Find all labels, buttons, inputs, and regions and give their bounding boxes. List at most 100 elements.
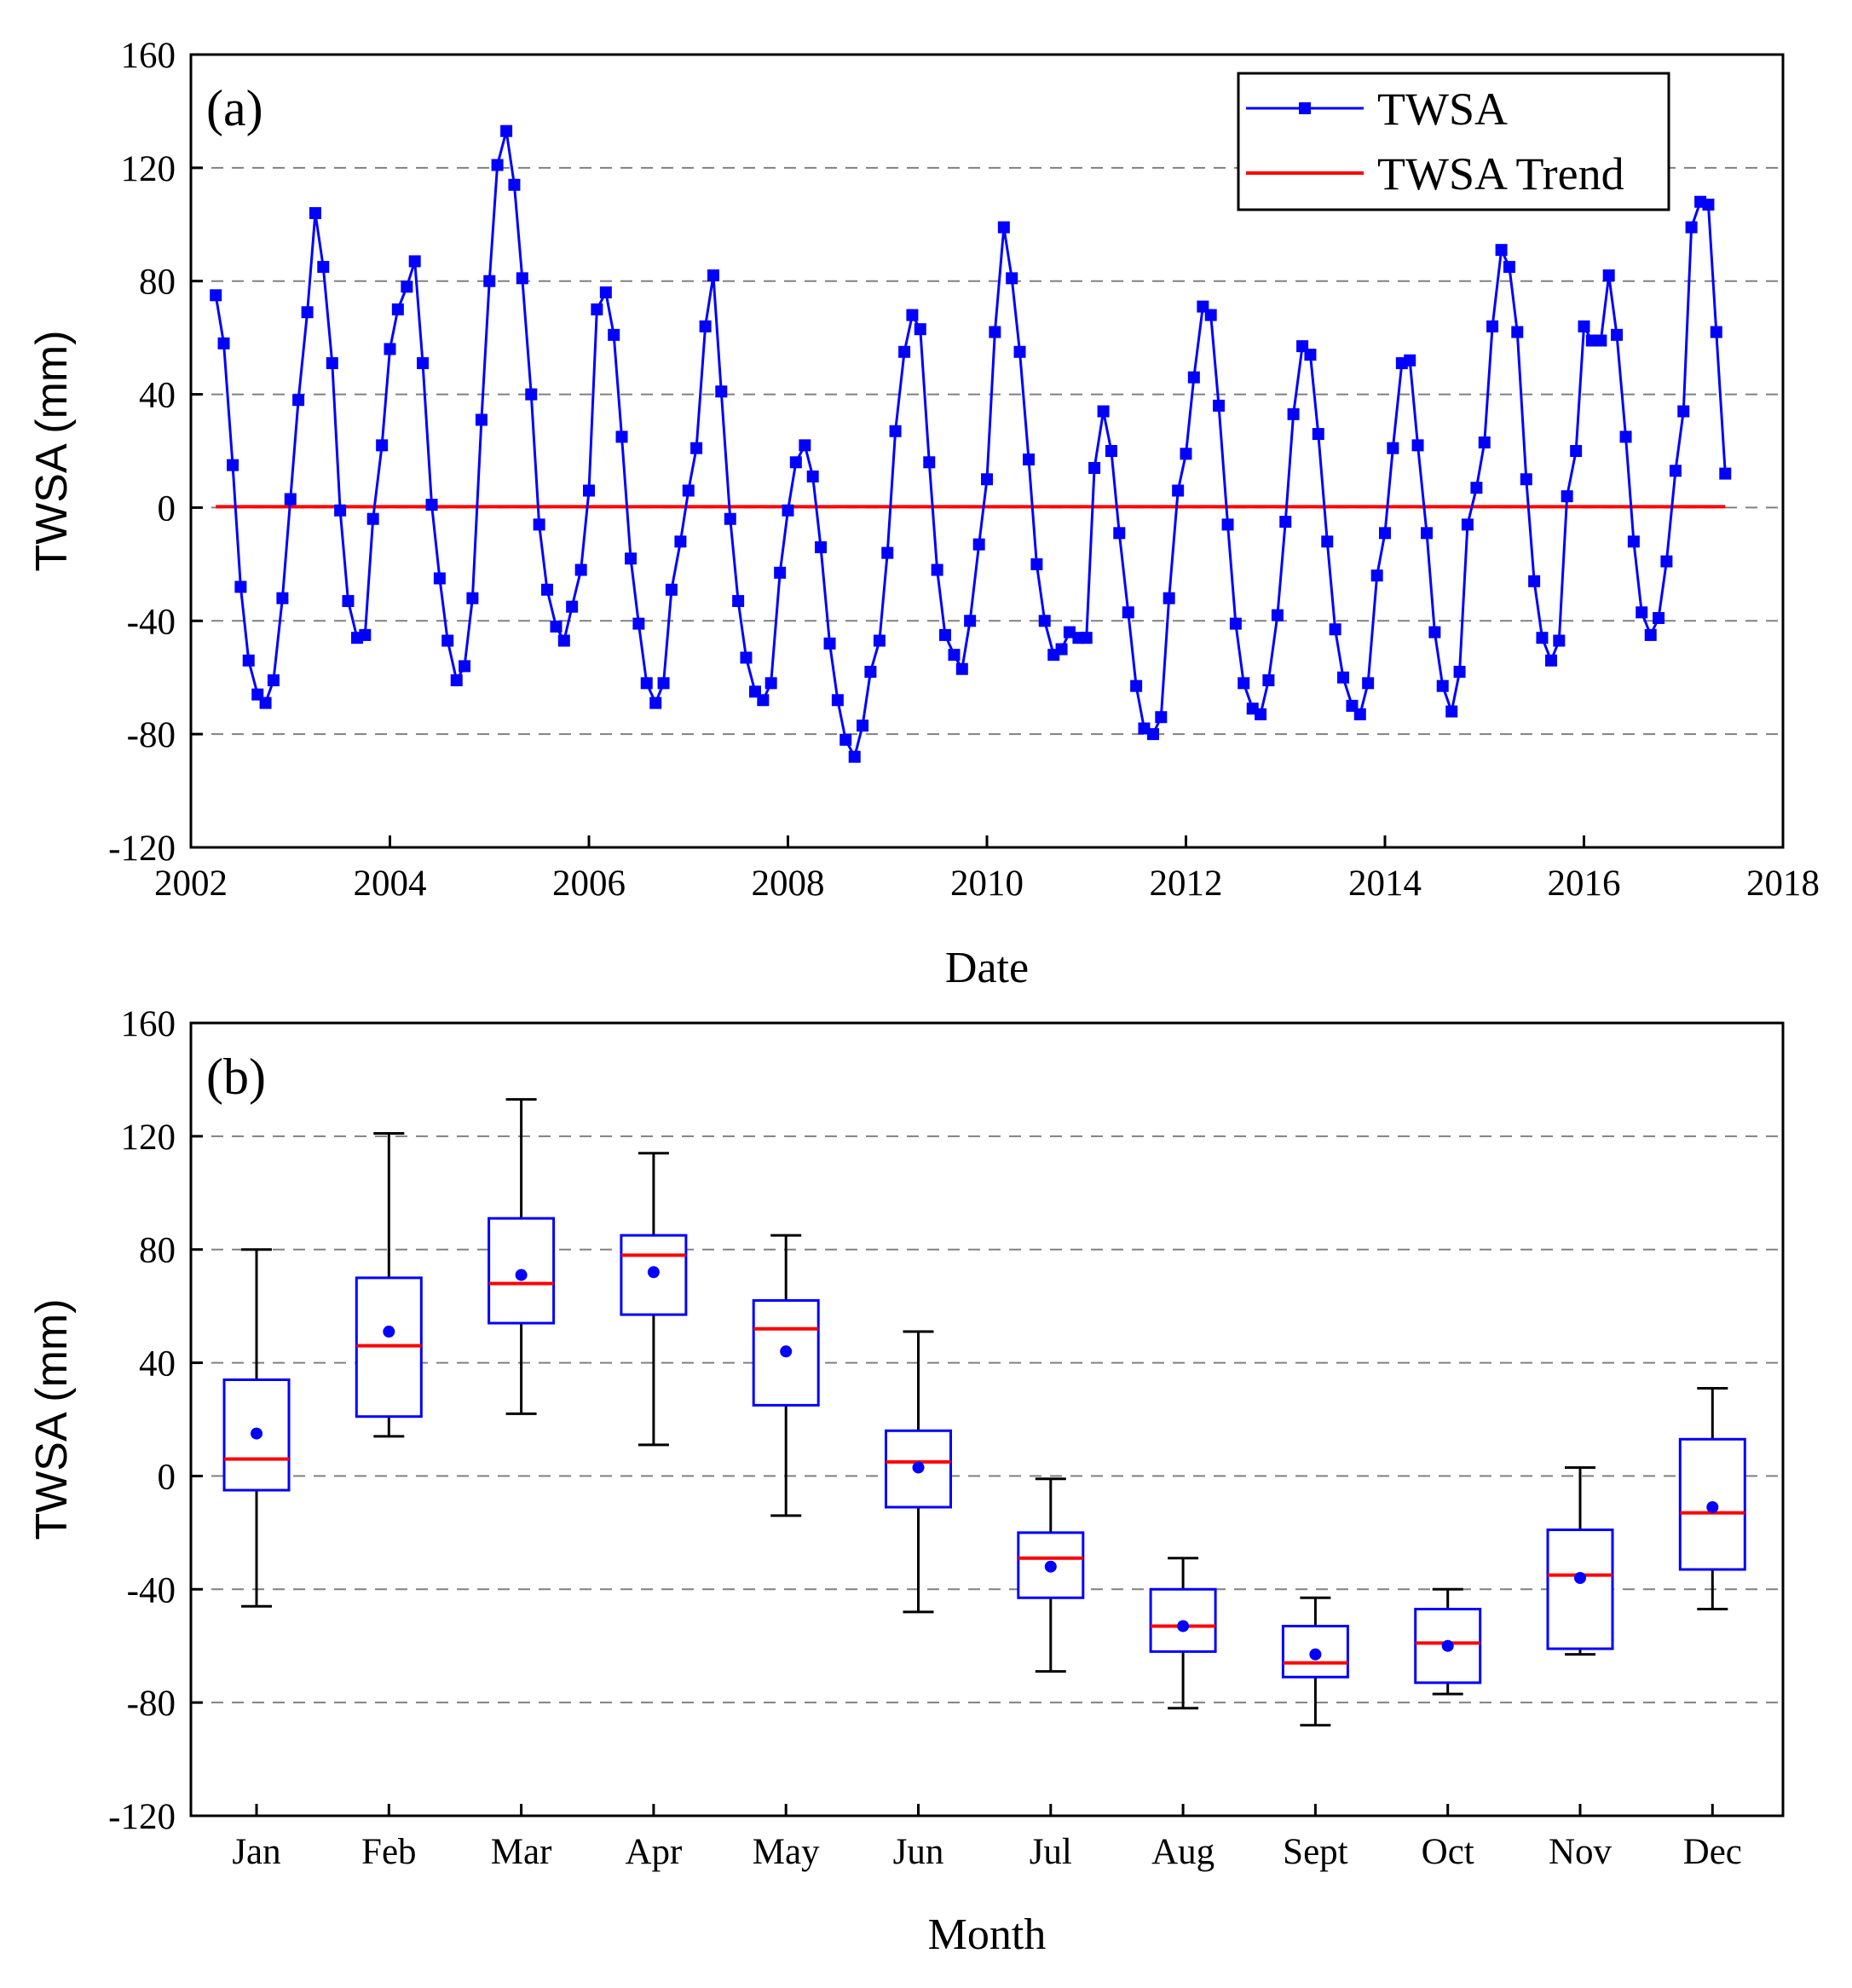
twsa-point <box>1644 628 1657 641</box>
legend-twsa-marker <box>1299 102 1311 114</box>
twsa-point <box>873 634 886 647</box>
x-tick-label: Feb <box>361 1832 417 1872</box>
panel-a-y-axis: -120 -80 -40 0 40 80 120 160 <box>108 36 203 869</box>
twsa-point <box>989 326 1001 338</box>
twsa-point <box>591 303 603 315</box>
y-tick-label: 120 <box>121 149 176 189</box>
twsa-point <box>1595 334 1607 347</box>
twsa-point <box>665 583 678 596</box>
mean-point <box>1706 1500 1719 1513</box>
twsa-point <box>459 660 471 673</box>
twsa-point <box>1636 606 1648 619</box>
twsa-point <box>1470 482 1483 494</box>
twsa-point <box>657 677 670 690</box>
y-tick-label: -80 <box>127 715 176 755</box>
twsa-point <box>1080 632 1093 644</box>
twsa-point <box>1553 634 1566 647</box>
panel-b-gridlines <box>191 1135 1783 1704</box>
twsa-point <box>1570 445 1583 457</box>
twsa-point <box>1271 609 1284 621</box>
box-jun <box>885 1330 952 1614</box>
twsa-point <box>1379 527 1391 540</box>
twsa-point <box>732 595 745 608</box>
y-tick-label: -80 <box>127 1684 176 1724</box>
twsa-point <box>715 385 728 398</box>
y-tick-label: 80 <box>139 263 176 303</box>
x-tick-label: May <box>753 1832 820 1872</box>
twsa-point <box>1213 399 1226 412</box>
twsa-point <box>1238 677 1250 690</box>
twsa-point <box>540 583 553 596</box>
box-jul <box>1017 1477 1085 1673</box>
twsa-point <box>955 662 968 675</box>
twsa-point <box>227 459 239 471</box>
twsa-point <box>764 677 777 690</box>
twsa-point <box>1255 708 1267 720</box>
twsa-point <box>450 674 463 687</box>
mean-point <box>1574 1572 1586 1584</box>
y-tick-label: 120 <box>121 1118 176 1158</box>
box-sept <box>1281 1596 1349 1727</box>
twsa-point <box>1038 615 1051 627</box>
twsa-point <box>608 328 620 341</box>
twsa-point <box>1013 345 1026 358</box>
y-tick-label: -120 <box>108 829 176 869</box>
twsa-point <box>1445 705 1458 718</box>
twsa-point <box>1030 558 1043 570</box>
mean-point <box>647 1266 660 1279</box>
twsa-point <box>914 323 926 336</box>
twsa-point <box>242 654 255 667</box>
x-tick-label: Jan <box>232 1832 280 1872</box>
twsa-point <box>366 512 379 525</box>
twsa-point <box>1528 575 1541 587</box>
x-tick-label: Sept <box>1283 1832 1348 1872</box>
twsa-point <box>1710 326 1722 338</box>
panel-b-x-axis: Jan Feb Mar Apr May Jun Jul Aug Sept Oct Nov Dec <box>232 1804 1742 1872</box>
twsa-point <box>806 470 819 483</box>
twsa-point <box>1536 632 1549 644</box>
twsa-point <box>1187 371 1200 384</box>
twsa-point <box>326 357 338 370</box>
twsa-point <box>1370 569 1383 582</box>
twsa-point <box>384 343 396 355</box>
twsa-point <box>1611 328 1624 341</box>
x-tick-label: 2014 <box>1348 864 1422 904</box>
mean-point <box>1309 1648 1322 1661</box>
twsa-point <box>425 499 438 511</box>
twsa-point <box>550 620 563 633</box>
twsa-point <box>1561 490 1573 503</box>
twsa-point <box>1088 461 1101 474</box>
twsa-point <box>292 394 305 407</box>
twsa-point <box>632 617 645 630</box>
y-tick-label: -40 <box>127 1570 176 1610</box>
y-tick-label: 0 <box>158 488 176 529</box>
x-tick-label: Oct <box>1422 1832 1474 1872</box>
iqr-box <box>1546 1529 1614 1650</box>
legend: TWSA TWSA Trend <box>1237 72 1670 211</box>
x-tick-label: 2010 <box>950 864 1024 904</box>
x-tick-label: Jul <box>1030 1832 1072 1872</box>
twsa-point <box>1653 611 1665 624</box>
box-apr <box>620 1152 688 1447</box>
mean-point <box>251 1427 263 1440</box>
twsa-point <box>217 337 230 350</box>
twsa-point <box>1336 671 1349 684</box>
twsa-point <box>1353 708 1366 720</box>
twsa-point <box>898 345 911 358</box>
twsa-point <box>1602 269 1615 282</box>
twsa-point <box>1023 453 1036 465</box>
mean-point <box>1441 1639 1454 1652</box>
twsa-point <box>433 572 446 585</box>
twsa-point <box>864 666 877 679</box>
twsa-point <box>1105 445 1117 457</box>
twsa-point <box>964 615 977 627</box>
twsa-point <box>1677 405 1690 418</box>
twsa-point <box>1404 354 1416 367</box>
panel-a-x-axis-title: Date <box>945 944 1029 992</box>
panel-b-plot-frame <box>189 1021 1785 1818</box>
twsa-point <box>1461 518 1474 531</box>
panel-b-monthly-boxplot: -120 -80 -40 0 40 80 120 160 Jan Feb Mar Apr May Jun… <box>27 1004 1785 1959</box>
twsa-point <box>823 637 836 650</box>
twsa-point <box>317 261 330 274</box>
twsa-point <box>948 649 961 662</box>
